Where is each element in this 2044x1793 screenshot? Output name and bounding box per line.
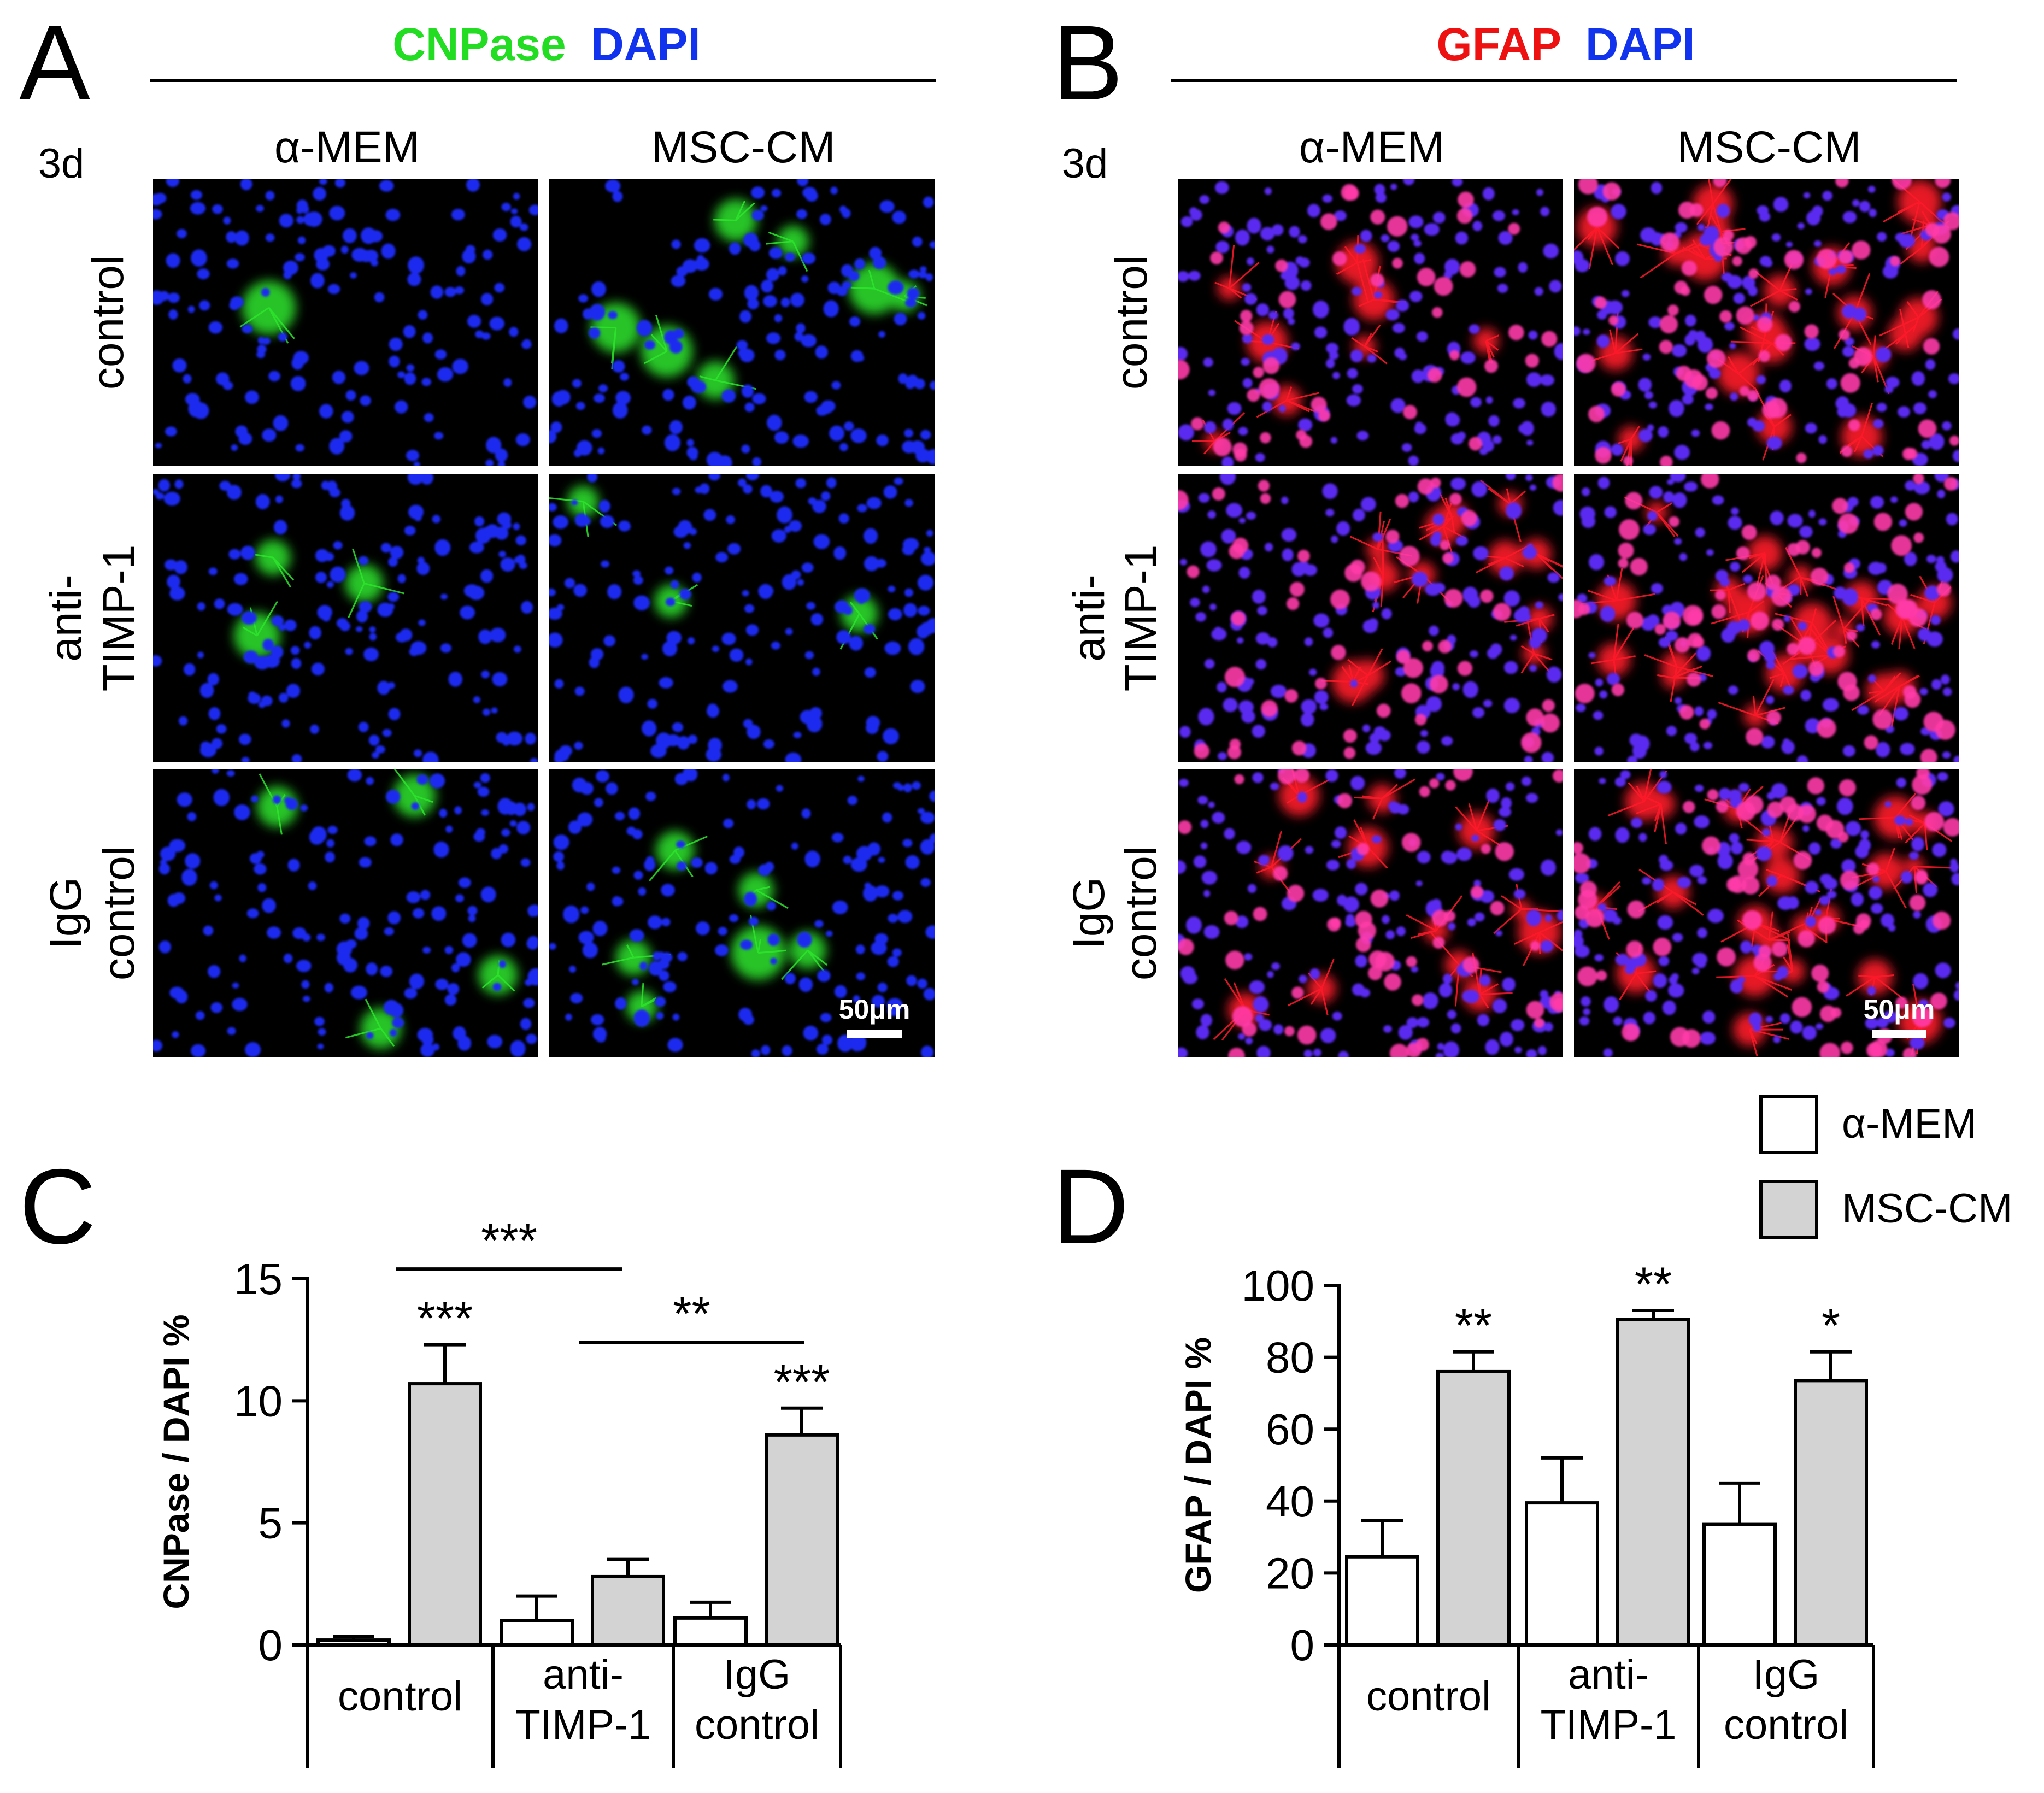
y-tick-label: 60 xyxy=(1266,1405,1314,1454)
bar-alpha-mem xyxy=(1702,1522,1777,1647)
category-label: IgG xyxy=(724,1651,791,1698)
panel-a-row-label: IgG xyxy=(41,877,91,949)
scale-bar xyxy=(1872,1030,1926,1038)
panel-a-timepoint: 3d xyxy=(38,140,85,187)
category-label: anti- xyxy=(1568,1651,1649,1698)
bar-alpha-mem xyxy=(1345,1555,1419,1647)
micrograph-a-1-2 xyxy=(549,179,935,466)
bar-msc-cm xyxy=(1794,1379,1868,1647)
category-label: control xyxy=(1366,1673,1491,1720)
significance-marker: ** xyxy=(1455,1298,1493,1353)
panel-a-micrographs: A CNPase DAPI 3d α-MEM MSC-CM control ant… xyxy=(19,3,936,1057)
bar-alpha-mem xyxy=(673,1616,748,1647)
panel-b-row-label: control xyxy=(1116,846,1166,980)
scale-bar-label: 50μm xyxy=(839,994,911,1025)
significance-marker: ** xyxy=(1635,1257,1672,1311)
y-tick-label: 10 xyxy=(234,1377,283,1425)
y-axis-label: CNPase / DAPI % xyxy=(156,1314,196,1609)
y-tick-label: 40 xyxy=(1266,1477,1314,1526)
bar-msc-cm xyxy=(408,1382,482,1647)
micrograph-b-3-1 xyxy=(1178,769,1563,1057)
micrograph-a-3-2 xyxy=(549,769,935,1057)
bar-msc-cm xyxy=(1436,1369,1511,1647)
legend-label-msc-cm: MSC-CM xyxy=(1842,1185,2012,1232)
bar-alpha-mem xyxy=(500,1619,574,1647)
micrograph-a-2-1 xyxy=(153,474,538,762)
panel-a-col-alpha-mem: α-MEM xyxy=(274,122,420,172)
legend-swatch-alpha-mem xyxy=(1759,1095,1818,1154)
panel-b-row-label: control xyxy=(1107,255,1156,390)
scale-bar xyxy=(847,1030,902,1038)
y-axis-label: GFAP / DAPI % xyxy=(1178,1337,1218,1593)
y-tick-label: 20 xyxy=(1266,1549,1314,1597)
category-label: TIMP-1 xyxy=(515,1702,651,1748)
micrograph-a-2-2 xyxy=(549,474,935,762)
panel-b-timepoint: 3d xyxy=(1062,140,1108,187)
panel-b-image-grid: 50μm xyxy=(1178,179,1959,1057)
comparison-significance: ** xyxy=(673,1286,710,1341)
panel-b-title-marker: GFAP xyxy=(1436,19,1560,70)
legend: α-MEM MSC-CM xyxy=(1759,1095,2012,1239)
micrograph-b-2-1 xyxy=(1178,474,1563,762)
category-label: control xyxy=(338,1673,462,1720)
panel-a-title-marker: CNPase xyxy=(392,19,566,70)
panel-d-label: D xyxy=(1052,1147,1129,1266)
panel-a-col-msc-cm: MSC-CM xyxy=(651,122,835,172)
panel-b-label: B xyxy=(1052,3,1123,122)
panel-a-row-label: anti- xyxy=(41,574,91,662)
significance-marker: *** xyxy=(774,1355,830,1409)
category-label: TIMP-1 xyxy=(1540,1702,1676,1748)
category-label: control xyxy=(695,1702,819,1748)
panel-b-row-label: IgG xyxy=(1064,877,1114,949)
significance-marker: * xyxy=(1822,1298,1840,1353)
y-tick-label: 80 xyxy=(1266,1333,1314,1382)
panel-a-title: CNPase DAPI xyxy=(392,19,701,70)
y-tick-label: 15 xyxy=(234,1255,283,1303)
micrograph-b-1-2 xyxy=(1574,179,1959,466)
panel-b-title-dapi: DAPI xyxy=(1585,19,1695,70)
panel-a-label: A xyxy=(19,3,90,122)
panel-a-row-label: control xyxy=(83,255,133,390)
category-label: anti- xyxy=(543,1651,624,1698)
legend-swatch-msc-cm xyxy=(1759,1180,1818,1239)
scale-bar-label: 50μm xyxy=(1864,994,1935,1025)
bar-alpha-mem xyxy=(316,1638,391,1647)
panel-a-image-grid: 50μm xyxy=(153,179,935,1057)
bar-alpha-mem xyxy=(1525,1501,1599,1647)
bar-msc-cm xyxy=(765,1433,839,1647)
panel-a-title-dapi: DAPI xyxy=(591,19,701,70)
panel-b-title: GFAP DAPI xyxy=(1436,19,1695,70)
panel-c-label: C xyxy=(19,1147,96,1266)
panel-b-col-msc-cm: MSC-CM xyxy=(1677,122,1861,172)
panel-b-micrographs: B GFAP DAPI 3d α-MEM MSC-CM control anti-… xyxy=(1052,3,1959,1057)
comparison-significance: *** xyxy=(481,1213,537,1267)
y-tick-label: 5 xyxy=(259,1499,283,1548)
y-tick-label: 0 xyxy=(1290,1621,1315,1669)
bar-msc-cm xyxy=(1616,1318,1690,1647)
micrograph-b-2-2 xyxy=(1574,474,1959,762)
category-label: control xyxy=(1724,1702,1848,1748)
legend-label-alpha-mem: α-MEM xyxy=(1842,1101,1977,1147)
panel-b-col-alpha-mem: α-MEM xyxy=(1299,122,1444,172)
y-tick-label: 100 xyxy=(1242,1261,1314,1310)
panel-c-chart: C 0 5 10 15 CNPase / DAPI % control anti-TIMP-… xyxy=(19,1147,842,1768)
panel-a-row-label: TIMP-1 xyxy=(94,545,144,692)
category-label: IgG xyxy=(1753,1651,1820,1698)
y-tick-label: 0 xyxy=(259,1621,283,1669)
panel-b-row-label: TIMP-1 xyxy=(1116,545,1166,692)
panel-d-chart: D 0 20 40 60 80 100 GFAP / DAPI % control anti-T… xyxy=(1052,1147,1875,1768)
significance-marker: *** xyxy=(417,1291,473,1345)
panel-a-row-label: control xyxy=(94,846,144,980)
micrograph-a-3-1 xyxy=(153,769,538,1057)
micrograph-b-1-1 xyxy=(1178,179,1563,466)
bar-msc-cm xyxy=(591,1574,665,1647)
micrograph-a-1-1 xyxy=(153,179,538,466)
micrograph-b-3-2 xyxy=(1574,769,1959,1057)
panel-b-row-label: anti- xyxy=(1064,574,1114,662)
